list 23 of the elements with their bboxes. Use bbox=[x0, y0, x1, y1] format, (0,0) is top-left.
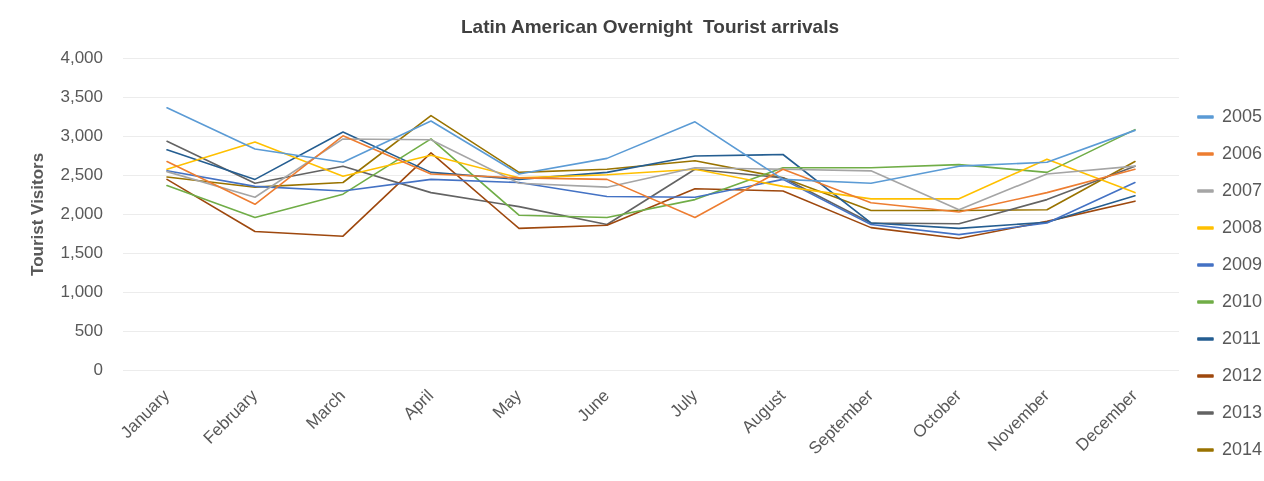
legend-label: 2010 bbox=[1221, 290, 1262, 311]
legend-label: 2009 bbox=[1221, 253, 1262, 274]
y-tick-label: 3,500 bbox=[60, 87, 103, 107]
legend-label: 2008 bbox=[1221, 216, 1262, 237]
legend-label: 2006 bbox=[1221, 142, 1262, 163]
legend-label: 2014 bbox=[1221, 438, 1262, 459]
legend-label: 2012 bbox=[1221, 364, 1262, 385]
y-tick-label: 0 bbox=[93, 359, 103, 379]
y-tick-label: 1,000 bbox=[60, 281, 103, 301]
y-tick-label: 2,500 bbox=[60, 165, 103, 185]
legend-label: 2007 bbox=[1221, 179, 1262, 200]
chart-title: Latin American Overnight Tourist arrivals bbox=[461, 15, 839, 37]
y-tick-label: 4,000 bbox=[60, 48, 103, 68]
x-tick-label: May bbox=[488, 385, 526, 423]
y-tick-label: 2,000 bbox=[60, 204, 103, 224]
legend-label: 2005 bbox=[1221, 105, 1262, 126]
legend-label: 2011 bbox=[1221, 327, 1261, 348]
legend-label: 2013 bbox=[1221, 401, 1262, 422]
y-tick-label: 500 bbox=[74, 320, 103, 340]
y-tick-label: 1,500 bbox=[60, 242, 103, 262]
x-tick-label: July bbox=[666, 385, 702, 421]
y-axis-title: Tourist Visitors bbox=[27, 152, 47, 276]
y-tick-label: 3,000 bbox=[60, 126, 103, 146]
